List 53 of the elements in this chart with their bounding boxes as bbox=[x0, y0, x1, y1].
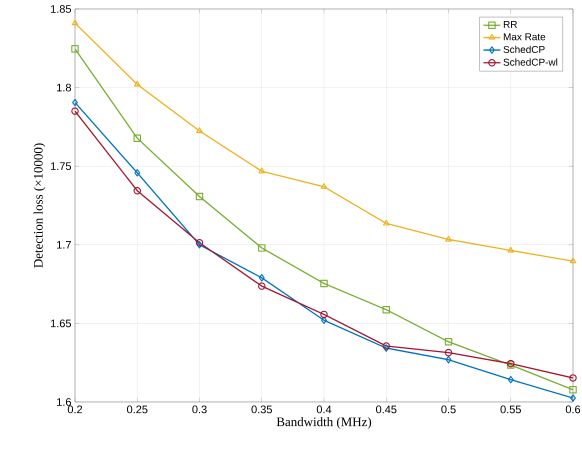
y-tick-label: 1.7 bbox=[57, 241, 71, 249]
point bbox=[258, 167, 266, 174]
point bbox=[134, 80, 141, 87]
point bbox=[382, 220, 390, 226]
x-tick-label: 0.2 bbox=[68, 406, 82, 414]
point bbox=[320, 310, 328, 318]
x-tick-label: 0.25 bbox=[127, 406, 148, 414]
point bbox=[569, 386, 577, 394]
point bbox=[508, 376, 514, 384]
point bbox=[321, 316, 327, 324]
point bbox=[72, 98, 78, 106]
point bbox=[196, 192, 204, 200]
legend-label: RR bbox=[504, 21, 517, 28]
point bbox=[570, 257, 576, 264]
point bbox=[71, 107, 79, 115]
x-tick-label: 0.4 bbox=[316, 406, 332, 414]
point bbox=[507, 246, 514, 253]
y-axis-title: Detection loss (×10000) bbox=[34, 143, 46, 268]
point bbox=[570, 394, 576, 402]
x-tick-label: 0.3 bbox=[192, 406, 207, 414]
legend-label: SchedCP-wl bbox=[504, 58, 558, 66]
point bbox=[446, 356, 452, 364]
point bbox=[320, 280, 328, 288]
point bbox=[71, 45, 79, 53]
y-tick-label: 1.8 bbox=[57, 84, 71, 92]
point bbox=[134, 134, 141, 142]
x-tick-label: 0.35 bbox=[252, 406, 272, 414]
y-tick-label: 1.65 bbox=[50, 320, 72, 328]
point bbox=[382, 306, 390, 314]
y-tick-label: 1.85 bbox=[50, 5, 72, 13]
legend-label: Max Rate bbox=[504, 33, 546, 40]
point bbox=[196, 239, 204, 246]
point bbox=[569, 374, 577, 382]
y-tick-label: 1.6 bbox=[57, 398, 71, 406]
x-tick-label: 0.55 bbox=[500, 406, 521, 414]
x-tick-label: 0.45 bbox=[376, 406, 396, 414]
point bbox=[196, 127, 203, 134]
point bbox=[445, 236, 452, 242]
point bbox=[258, 282, 266, 290]
legend-label: SchedCP bbox=[504, 46, 545, 54]
point bbox=[258, 244, 266, 252]
x-tick-label: 0.5 bbox=[441, 406, 456, 414]
y-tick-label: 1.75 bbox=[50, 162, 72, 170]
point bbox=[320, 183, 328, 189]
point bbox=[134, 169, 140, 177]
x-axis-title: Bandwidth (MHz) bbox=[276, 417, 372, 429]
x-tick-label: 0.6 bbox=[566, 406, 580, 414]
point bbox=[196, 241, 202, 249]
point bbox=[72, 19, 78, 26]
point bbox=[134, 186, 141, 194]
point bbox=[444, 348, 452, 356]
point bbox=[444, 338, 452, 346]
point bbox=[258, 274, 265, 282]
